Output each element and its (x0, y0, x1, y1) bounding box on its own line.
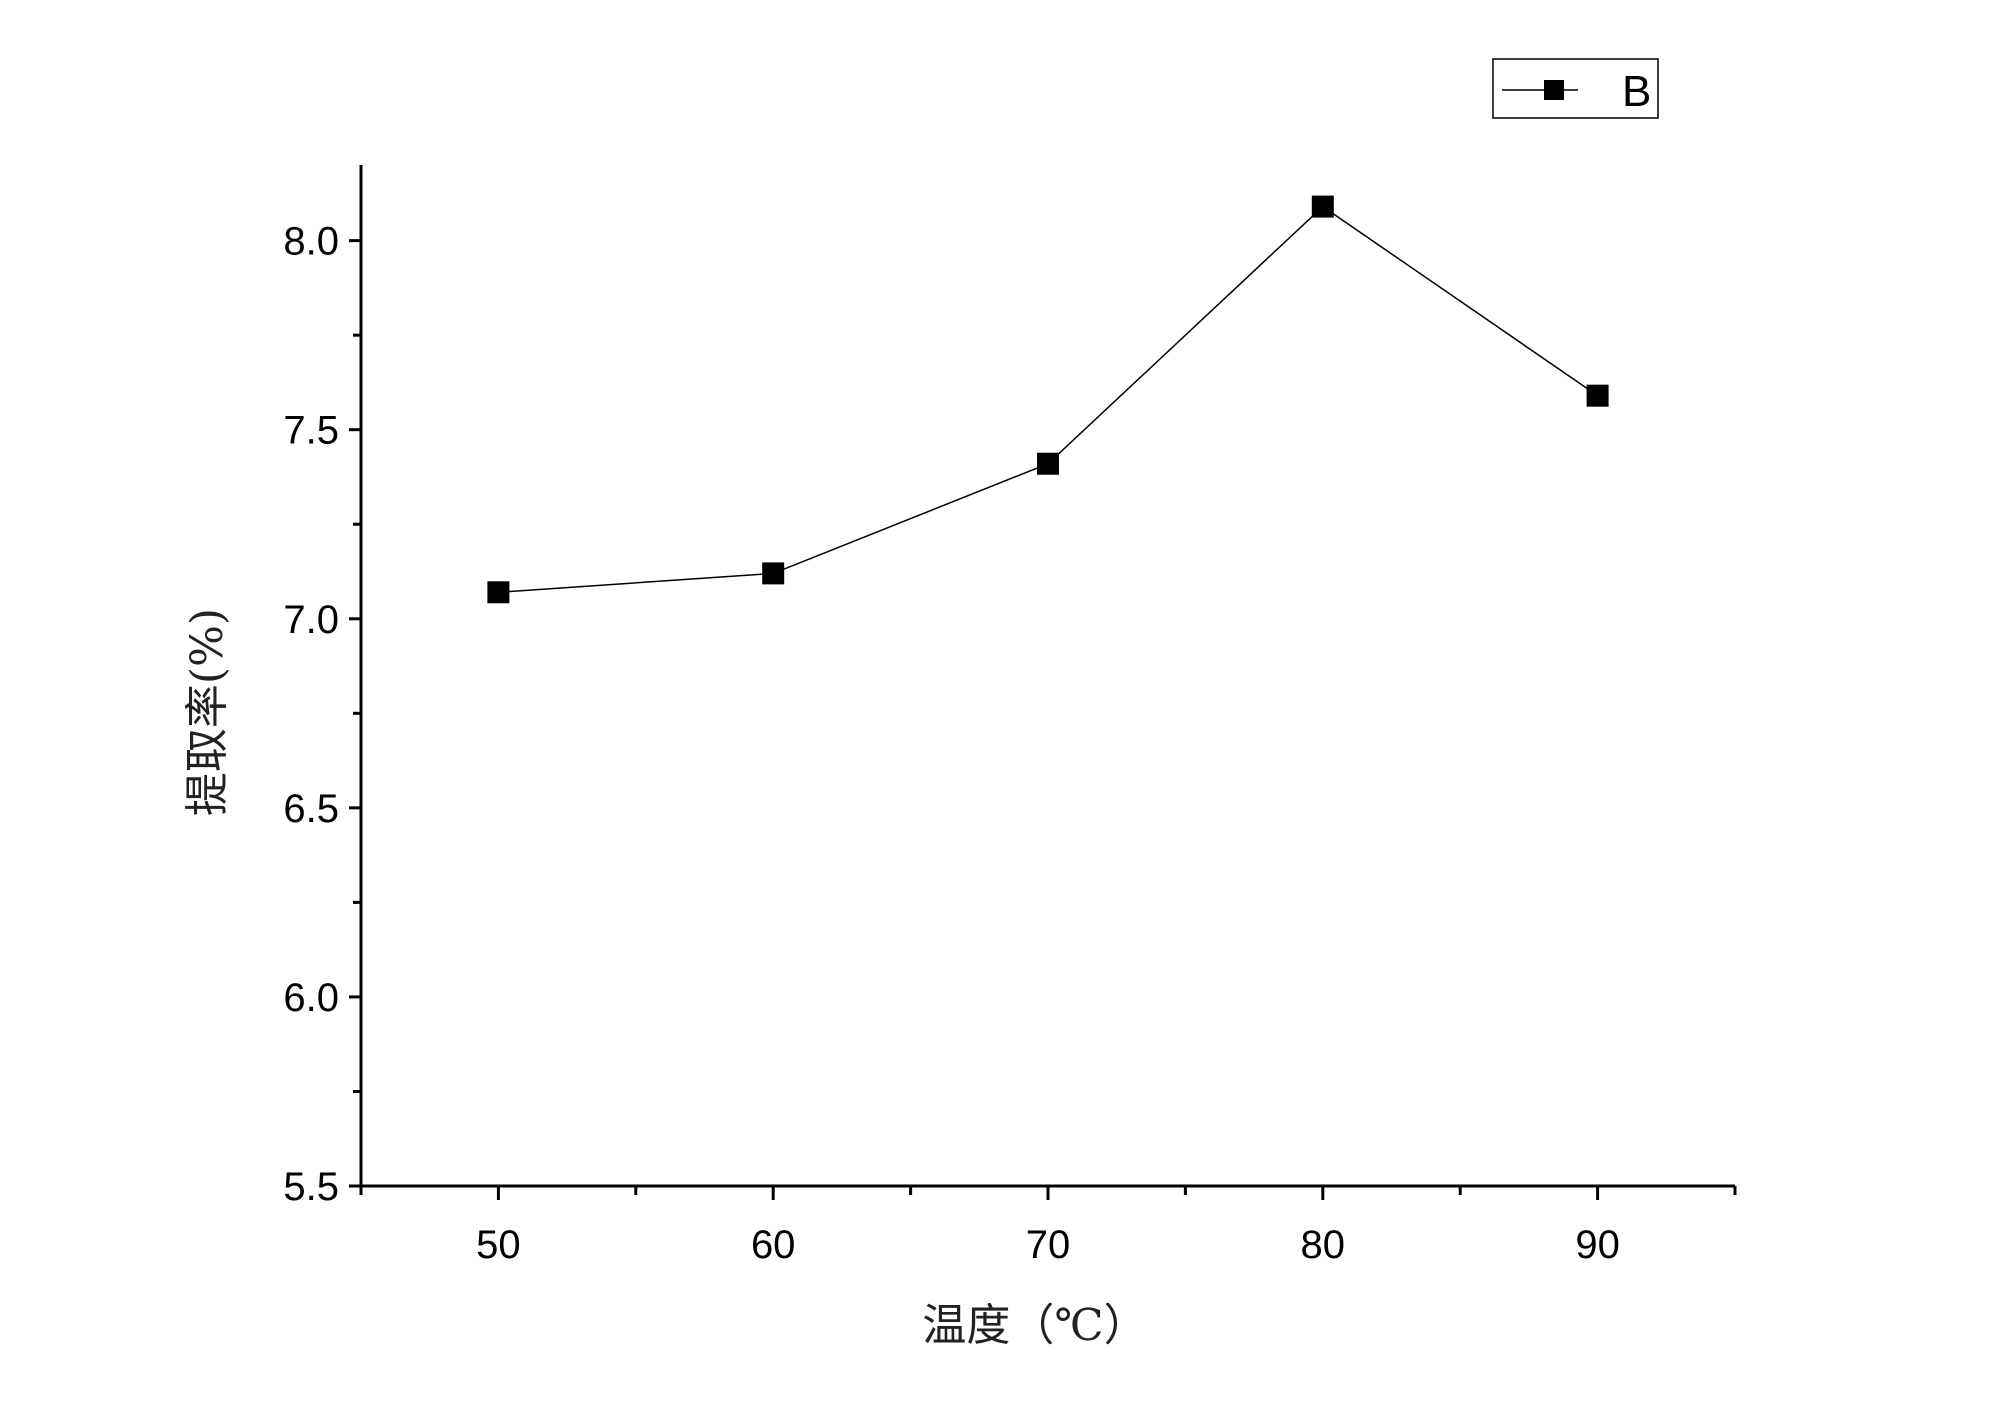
x-tick-label: 60 (751, 1223, 796, 1267)
legend-marker (1544, 80, 1564, 100)
legend-label: B (1622, 67, 1651, 116)
legend-box (1492, 58, 1659, 119)
axes (359, 165, 1735, 1188)
series-line (498, 205, 1599, 594)
y-tick-label: 8.0 (283, 220, 339, 264)
data-point (1586, 384, 1609, 407)
data-point (1037, 452, 1059, 475)
series (487, 195, 1609, 604)
x-tick-label: 70 (1026, 1223, 1071, 1267)
x-tick-label: 90 (1575, 1223, 1620, 1267)
y-tick-label: 5.5 (283, 1165, 339, 1209)
legend: B (1492, 58, 1659, 119)
ticks: 5.5 6.0 6.5 7.0 7.5 8.0 50 60 70 80 90 (283, 220, 1737, 1267)
y-tick-label: 6.0 (283, 976, 339, 1020)
x-tick-label: 50 (476, 1223, 521, 1267)
data-point (762, 562, 785, 585)
x-tick-label: 80 (1301, 1223, 1346, 1267)
y-tick-label: 7.5 (283, 409, 339, 453)
y-axis-label: 提取率(%) (182, 608, 233, 816)
data-point (487, 581, 510, 604)
y-tick-label: 7.0 (283, 598, 339, 642)
x-axis-label: 温度（℃） (922, 1300, 1147, 1351)
data-point (1311, 195, 1334, 218)
y-tick-label: 6.5 (283, 787, 339, 831)
